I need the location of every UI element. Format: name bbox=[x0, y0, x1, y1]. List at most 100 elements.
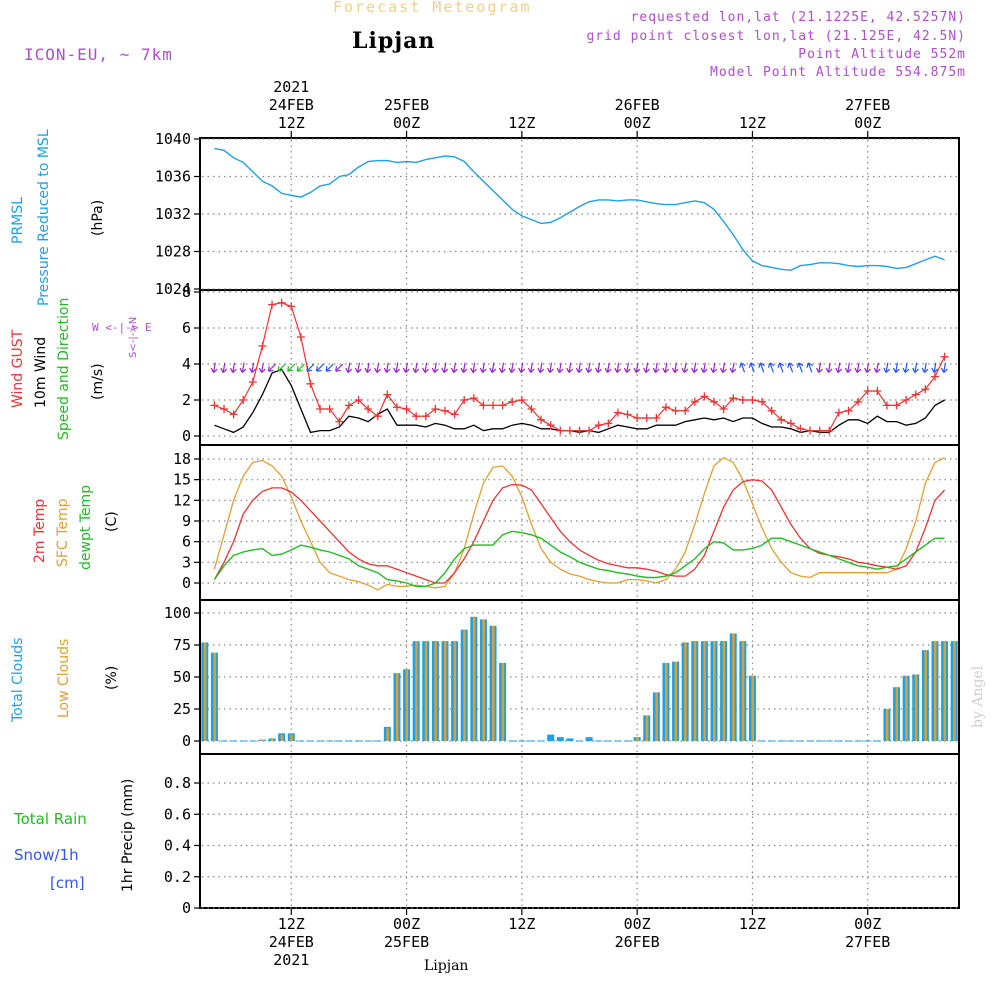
wind-arrow-shaft bbox=[520, 362, 524, 373]
gust-marker bbox=[777, 415, 786, 424]
wind-arrow bbox=[883, 362, 891, 373]
wind-arrow-head bbox=[527, 367, 535, 373]
wind-arrow-head bbox=[633, 367, 641, 373]
wind-arrow-head bbox=[575, 367, 583, 373]
gust-marker bbox=[710, 397, 719, 406]
wind-arrow-shaft bbox=[306, 363, 315, 372]
bar-low-clouds bbox=[405, 669, 409, 741]
label-snow: Snow/1h bbox=[14, 846, 79, 864]
wind-arrow-shaft bbox=[316, 363, 325, 372]
bar-low-clouds bbox=[722, 641, 726, 741]
gust-marker bbox=[786, 419, 795, 428]
wind-arrow-head bbox=[258, 367, 266, 373]
line-2m-temp bbox=[213, 479, 946, 584]
ytick-label-temp: 9 bbox=[182, 512, 191, 530]
gust-marker bbox=[220, 405, 229, 413]
wind-arrow-head bbox=[498, 367, 506, 373]
wind-arrow-shaft bbox=[549, 362, 553, 373]
wind-arrow bbox=[393, 362, 401, 373]
wind-arrow-shaft bbox=[366, 362, 370, 373]
wind-arrow-head bbox=[345, 367, 353, 373]
gust-marker bbox=[373, 412, 382, 421]
gust-marker bbox=[671, 406, 680, 415]
gust-marker bbox=[296, 333, 305, 341]
info-model-altitude: Model Point Altitude 554.875m bbox=[710, 65, 966, 80]
bar-low-clouds bbox=[655, 692, 658, 741]
ytick-label-temp: 18 bbox=[173, 450, 191, 468]
wind-arrow-head bbox=[671, 367, 679, 373]
gust-marker bbox=[748, 396, 757, 404]
wind-arrow-shaft bbox=[530, 362, 533, 373]
ytick-label-clouds: 50 bbox=[173, 668, 191, 686]
gust-marker bbox=[546, 421, 555, 430]
wind-arrow-shaft bbox=[654, 362, 658, 373]
bar-low-clouds bbox=[395, 673, 399, 741]
wind-arrow-head bbox=[239, 367, 247, 373]
wind-arrow-shaft bbox=[683, 362, 687, 373]
wind-arrow-head bbox=[220, 367, 228, 373]
gust-marker bbox=[854, 397, 863, 406]
gust-marker bbox=[383, 390, 392, 399]
wind-arrow-shaft bbox=[933, 362, 937, 373]
wind-arrow-shaft bbox=[722, 362, 726, 373]
gust-marker bbox=[498, 401, 507, 410]
wind-arrow bbox=[220, 362, 228, 373]
wind-arrow-head bbox=[652, 367, 660, 373]
wind-arrow bbox=[623, 362, 631, 373]
gust-marker bbox=[248, 378, 257, 386]
wind-arrow-shaft bbox=[287, 363, 296, 372]
wind-arrow bbox=[585, 362, 593, 373]
wind-arrow bbox=[854, 362, 862, 373]
gust-marker bbox=[402, 405, 411, 413]
wind-arrow bbox=[710, 362, 718, 373]
wind-arrow-shaft bbox=[578, 362, 581, 373]
gust-marker bbox=[210, 401, 219, 410]
wind-arrow-head bbox=[681, 367, 689, 373]
wind-arrow bbox=[652, 362, 660, 373]
wind-arrow bbox=[315, 363, 325, 372]
gust-marker bbox=[527, 405, 536, 413]
wind-arrow bbox=[374, 362, 381, 373]
wind-arrow-head bbox=[383, 367, 391, 373]
ytick-label-clouds: 75 bbox=[173, 636, 191, 654]
bar-low-clouds bbox=[751, 675, 754, 741]
wind-arrow-shaft bbox=[325, 363, 334, 372]
wind-arrow-shaft bbox=[856, 362, 860, 373]
ytick-label-clouds: 100 bbox=[164, 604, 191, 622]
wind-arrow-head bbox=[729, 367, 737, 373]
wind-arrow-head bbox=[364, 367, 372, 373]
wind-arrow-shaft bbox=[914, 362, 918, 373]
wind-arrow bbox=[431, 362, 439, 373]
wind-arrow-head bbox=[873, 367, 881, 373]
bar-low-clouds bbox=[713, 641, 716, 741]
wind-arrow-shaft bbox=[481, 362, 485, 373]
wind-arrow bbox=[643, 362, 650, 373]
wind-arrow bbox=[277, 363, 286, 372]
wind-arrow-shaft bbox=[501, 362, 505, 373]
bar-low-clouds bbox=[203, 642, 207, 741]
wind-arrow bbox=[662, 362, 670, 373]
time-bottom-date: 25FEB bbox=[384, 933, 429, 951]
wind-arrow-shaft bbox=[277, 363, 286, 372]
wind-arrow bbox=[470, 362, 478, 373]
bar-low-clouds bbox=[693, 641, 697, 741]
wind-arrow bbox=[700, 362, 708, 373]
time-bottom-hour: 12Z bbox=[508, 915, 535, 933]
wind-arrow-head bbox=[393, 367, 401, 373]
bar-low-clouds bbox=[703, 641, 706, 741]
wind-arrow-shaft bbox=[731, 362, 735, 373]
wind-arrow-shaft bbox=[885, 362, 889, 373]
wind-arrow bbox=[825, 362, 833, 373]
wind-arrow-shaft bbox=[222, 362, 226, 373]
ytick-label-clouds: 25 bbox=[173, 700, 191, 718]
bar-total-clouds bbox=[547, 734, 555, 741]
gust-marker bbox=[863, 387, 872, 395]
wind-arrow-head bbox=[604, 367, 612, 373]
gust-marker bbox=[613, 408, 622, 417]
gust-marker bbox=[652, 414, 661, 422]
wind-arrow-shaft bbox=[645, 362, 649, 373]
wind-arrow-head bbox=[518, 367, 526, 373]
gust-marker bbox=[758, 397, 767, 406]
wind-arrow-head bbox=[912, 367, 919, 373]
